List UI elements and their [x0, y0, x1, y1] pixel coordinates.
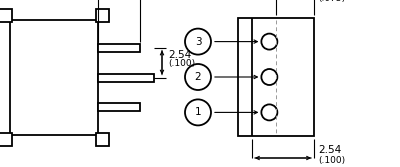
Bar — [98, 73, 154, 81]
Text: (.100): (.100) — [168, 59, 195, 68]
Bar — [96, 133, 109, 146]
Bar — [0, 9, 12, 22]
Text: 2.54: 2.54 — [168, 50, 191, 60]
Bar — [10, 20, 98, 135]
Bar — [98, 44, 140, 52]
Text: 1: 1 — [195, 107, 201, 117]
Bar — [98, 103, 140, 111]
Bar — [0, 133, 12, 146]
Text: 2.54: 2.54 — [318, 145, 341, 155]
Text: 2: 2 — [195, 72, 201, 82]
Bar — [96, 9, 109, 22]
Text: (.075): (.075) — [318, 0, 345, 3]
Bar — [238, 18, 314, 136]
Text: 3: 3 — [195, 37, 201, 47]
Text: (.100): (.100) — [318, 155, 345, 164]
